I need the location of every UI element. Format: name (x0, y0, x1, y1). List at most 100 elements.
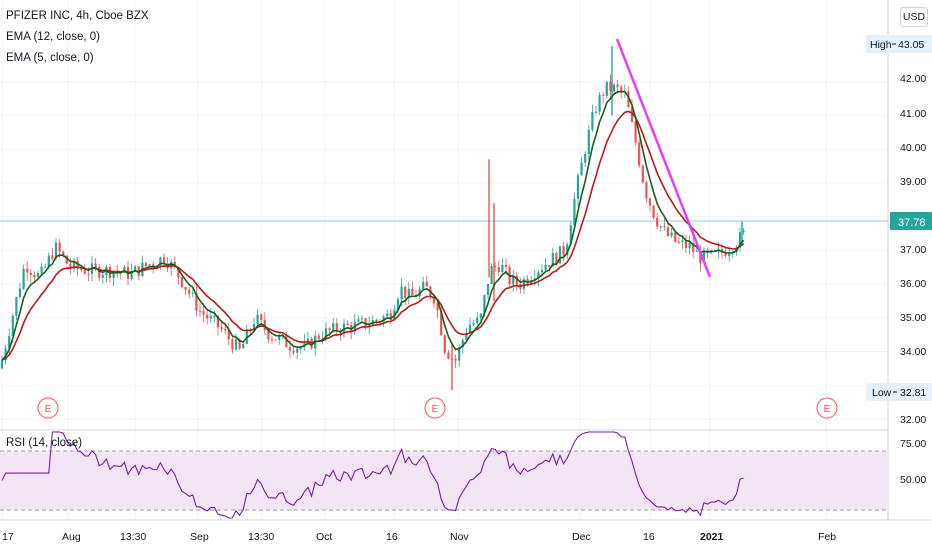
earnings-marker[interactable]: E (424, 397, 446, 419)
candle (501, 258, 504, 273)
candle (454, 354, 457, 369)
price-tick: 37.00 (900, 244, 926, 256)
candle (587, 124, 590, 161)
candle (346, 320, 349, 326)
candle (666, 222, 670, 238)
candle (404, 286, 407, 305)
candle (648, 197, 652, 212)
candle (173, 256, 176, 270)
legend-ema5[interactable]: EMA (5, close, 0) (6, 52, 94, 64)
time-tick: Nov (450, 531, 469, 543)
candle (634, 117, 637, 146)
candle (245, 324, 248, 345)
candle (468, 317, 472, 334)
price-tick: 39.00 (900, 176, 926, 188)
time-axis[interactable]: 17 Aug 13:30 Sep 13:30 Oct 16 Nov Dec 16… (2, 531, 836, 543)
candle (645, 180, 648, 203)
candle (195, 285, 198, 317)
candle (260, 313, 263, 323)
candle (612, 82, 616, 95)
candle (184, 286, 187, 295)
time-tick: 16 (386, 531, 398, 543)
candle (652, 204, 655, 220)
candle (490, 263, 493, 285)
time-tick: 17 (2, 531, 14, 543)
candle (425, 275, 428, 287)
candle (292, 345, 295, 356)
price-tick: 35.00 (900, 312, 926, 324)
candle (321, 331, 324, 345)
candle (180, 276, 184, 289)
candle (479, 312, 482, 322)
candle (26, 260, 29, 281)
time-tick: 13:30 (248, 531, 274, 543)
candle (494, 262, 497, 272)
candle (591, 104, 594, 132)
candle (76, 257, 79, 276)
candle (515, 272, 518, 292)
last-price-label: 37.78 (890, 212, 932, 230)
candle (598, 92, 601, 115)
time-tick: 2021 (700, 531, 724, 543)
candle (137, 266, 140, 281)
candle (94, 258, 97, 272)
candle (580, 156, 583, 176)
candle (22, 264, 25, 291)
candle (638, 139, 641, 168)
candle (263, 312, 266, 335)
high-label: High 43.05 (866, 35, 932, 53)
time-tick: 13:30 (120, 531, 146, 543)
candle (206, 310, 209, 325)
candle (602, 92, 605, 104)
candle (476, 311, 479, 325)
candle (663, 218, 666, 231)
candle (497, 260, 500, 276)
candle (407, 281, 410, 305)
candle (688, 235, 691, 255)
candle (33, 271, 36, 282)
candle (314, 330, 317, 357)
candle (386, 309, 389, 318)
legend-rsi[interactable]: RSI (14, close) (6, 437, 83, 449)
rsi-axis[interactable]: 75.00 50.00 (900, 438, 926, 486)
candle (641, 164, 644, 184)
time-tick: Aug (62, 531, 81, 543)
price-axis[interactable]: 42.00 41.00 40.00 39.00 37.00 36.00 35.0… (900, 73, 926, 426)
candle (0, 355, 4, 370)
candle (630, 98, 634, 123)
trendline[interactable] (615, 38, 712, 278)
candle (576, 172, 580, 207)
candle (231, 336, 234, 354)
svg-text:E: E (432, 404, 439, 415)
candle (558, 246, 562, 264)
candles (0, 46, 745, 391)
candle (278, 331, 281, 345)
rsi-band (0, 451, 888, 510)
legend-title[interactable]: PFIZER INC, 4h, Cboe BZX (6, 10, 149, 22)
time-tick: Dec (572, 531, 591, 543)
candle (742, 227, 745, 235)
currency-button[interactable]: USD (900, 7, 928, 27)
candle (274, 339, 277, 341)
candle (270, 335, 274, 344)
svg-text:32.81: 32.81 (900, 387, 926, 399)
candle (209, 308, 212, 324)
candle (227, 322, 230, 346)
candle (296, 346, 299, 359)
earnings-marker[interactable]: E (37, 397, 59, 419)
candle (584, 151, 587, 167)
candle (670, 227, 673, 238)
candle (256, 309, 259, 328)
candle (544, 257, 547, 271)
candle (353, 313, 356, 336)
candle (605, 81, 608, 99)
candle (15, 296, 18, 321)
svg-text:E: E (824, 404, 831, 415)
candle (472, 319, 475, 327)
legend-ema12[interactable]: EMA (12, close, 0) (6, 31, 100, 43)
grid-lines (0, 0, 888, 520)
earnings-marker[interactable]: E (816, 397, 838, 419)
low-label: Low 32.81 (866, 383, 932, 401)
candle (62, 250, 65, 258)
